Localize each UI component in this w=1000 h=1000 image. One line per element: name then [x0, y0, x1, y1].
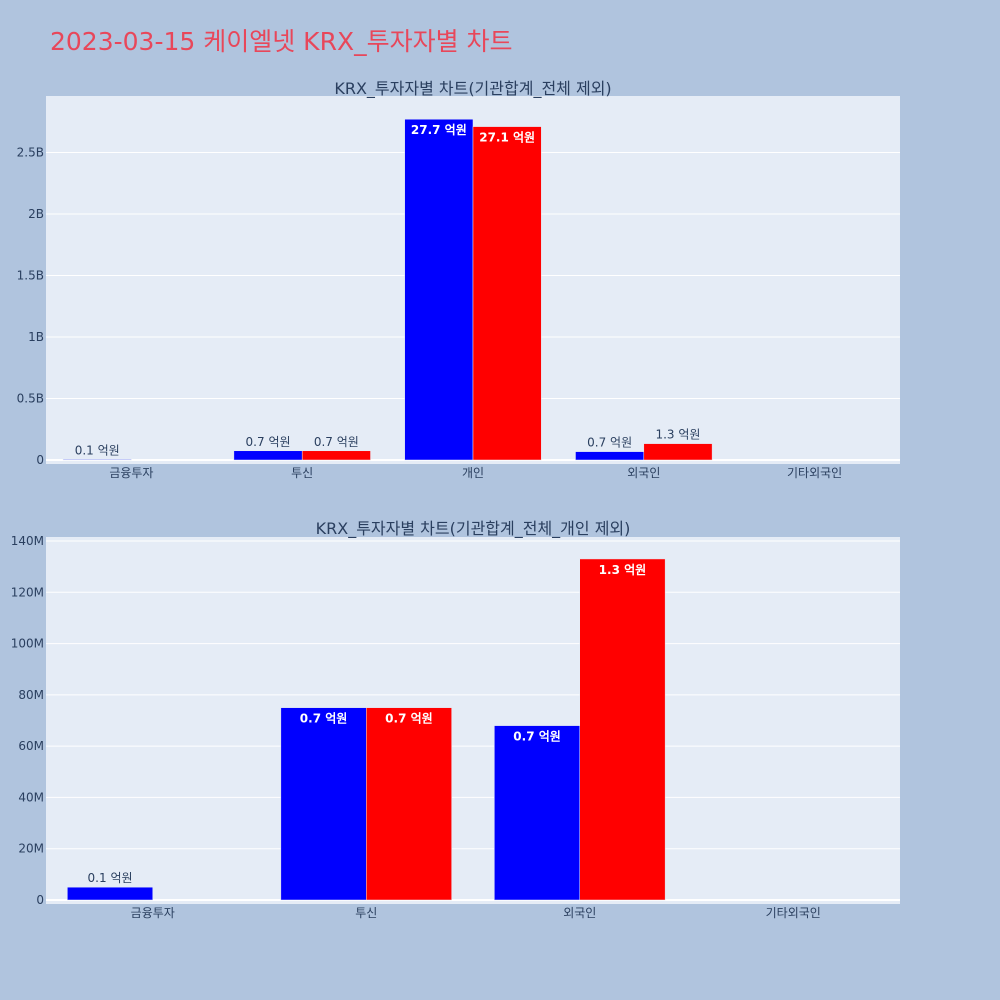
- bar: [62, 459, 132, 461]
- data-label: 27.7 억원: [411, 123, 467, 137]
- bar: [67, 886, 153, 901]
- bar: [301, 450, 371, 461]
- x-tick-label: 투신: [355, 906, 377, 920]
- y-tick-label: 60M: [18, 739, 44, 753]
- x-tick-label: 외국인: [627, 466, 660, 480]
- y-tick-label: 0.5B: [17, 391, 44, 405]
- data-label: 1.3 억원: [655, 428, 700, 442]
- y-tick-label: 2.5B: [17, 145, 44, 159]
- y-tick-label: 2B: [28, 207, 44, 221]
- bar: [643, 443, 713, 461]
- y-tick-label: 120M: [11, 585, 44, 599]
- bar: [472, 126, 542, 461]
- data-label: 0.7 억원: [587, 436, 632, 450]
- x-tick-label: 금융투자: [109, 466, 153, 480]
- data-label: 0.7 억원: [513, 730, 561, 744]
- y-tick-label: 40M: [18, 790, 44, 804]
- page-title: 2023-03-15 케이엘넷 KRX_투자자별 차트: [50, 27, 513, 56]
- x-tick-label: 외국인: [563, 906, 596, 920]
- y-tick-label: 20M: [18, 842, 44, 856]
- x-tick-label: 개인: [462, 466, 484, 480]
- chart-title: KRX_투자자별 차트(기관합계_전체_개인 제외): [316, 519, 631, 539]
- plot-area: [46, 537, 900, 904]
- x-tick-label: 금융투자: [131, 906, 175, 920]
- x-tick-label: 기타외국인: [787, 466, 842, 480]
- y-tick-label: 1B: [28, 330, 44, 344]
- data-label: 1.3 억원: [599, 563, 647, 577]
- data-label: 0.1 억원: [88, 871, 133, 885]
- bar: [233, 450, 303, 461]
- bar: [280, 707, 367, 901]
- y-tick-label: 100M: [11, 637, 44, 651]
- data-label: 0.7 억원: [385, 712, 433, 726]
- bar: [579, 558, 666, 901]
- bar: [404, 118, 474, 461]
- data-label: 0.7 억원: [314, 435, 359, 449]
- y-tick-label: 1.5B: [17, 268, 44, 282]
- y-tick-label: 0: [36, 893, 44, 907]
- data-label: 27.1 억원: [479, 131, 535, 145]
- y-tick-label: 0: [36, 453, 44, 467]
- chart-title: KRX_투자자별 차트(기관합계_전체 제외): [334, 79, 611, 99]
- bar: [575, 451, 645, 461]
- bar: [494, 725, 581, 901]
- x-tick-label: 기타외국인: [766, 906, 821, 920]
- y-tick-label: 80M: [18, 688, 44, 702]
- y-tick-label: 140M: [11, 534, 44, 548]
- x-tick-label: 투신: [291, 466, 313, 480]
- data-label: 0.7 억원: [300, 712, 348, 726]
- data-label: 0.7 억원: [246, 435, 291, 449]
- data-label: 0.1 억원: [75, 443, 120, 457]
- bar: [366, 707, 452, 901]
